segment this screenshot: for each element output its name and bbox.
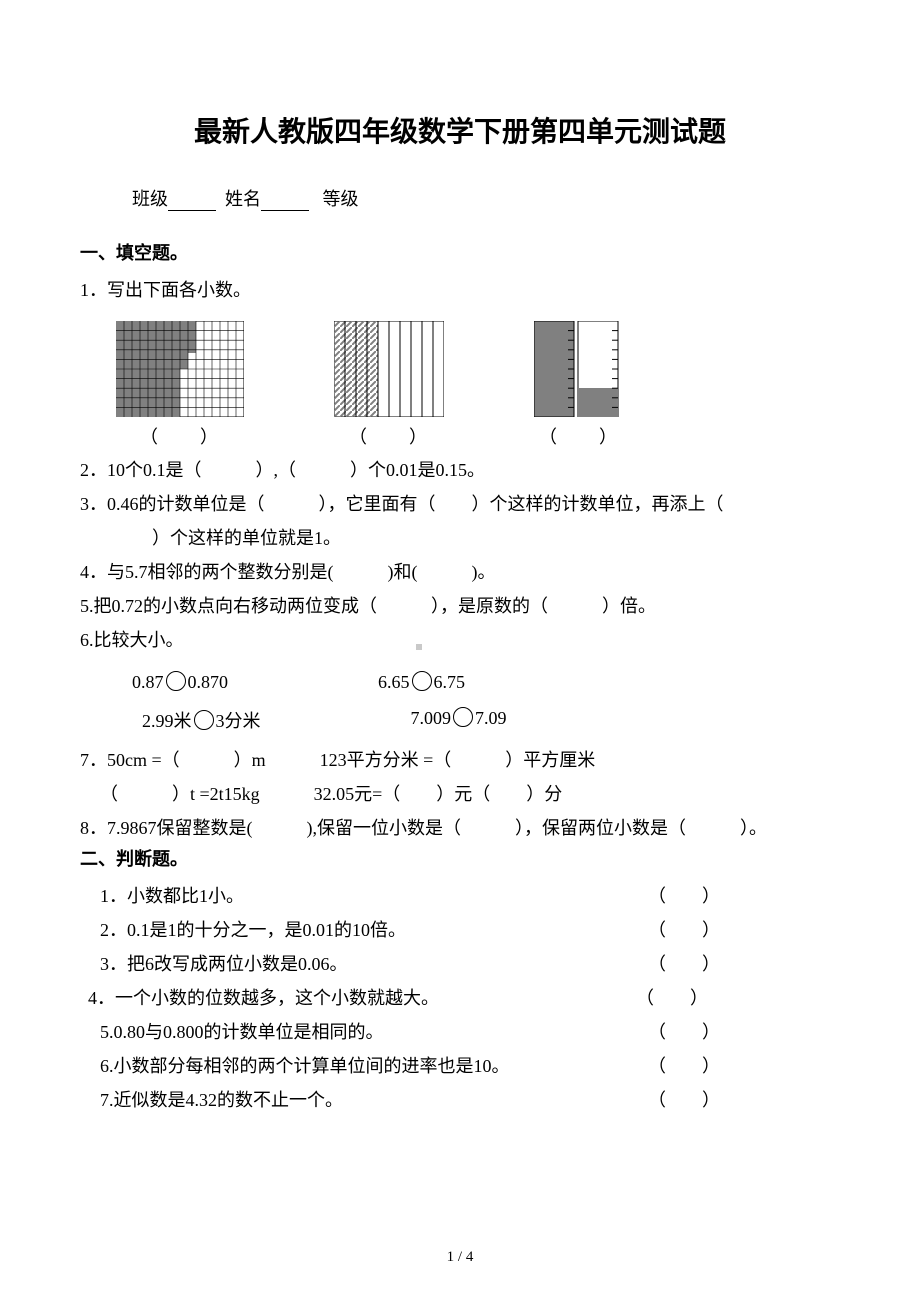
page: 最新人教版四年级数学下册第四单元测试题 班级 姓名 等级 一、填空题。 1．写出…: [0, 0, 920, 1302]
cmp-a: 0.870.870: [132, 671, 228, 693]
q5: 5.把0.72的小数点向右移动两位变成（ ），是原数的（ ）倍。: [80, 589, 840, 623]
judge-item: 6.小数部分每相邻的两个计算单位间的进率也是10。（ ）: [100, 1049, 720, 1083]
judge-item: 2．0.1是1的十分之一，是0.01的10倍。（ ）: [100, 913, 720, 947]
circle-icon[interactable]: [194, 710, 214, 730]
q7-a: 7．50cm =（ ）m 123平方分米 =（ ）平方厘米: [80, 743, 840, 777]
judge-item: 7.近似数是4.32的数不止一个。（ ）: [100, 1083, 720, 1117]
q8: 8．7.9867保留整数是( ),保留一位小数是（ ），保留两位小数是（ ）。: [80, 811, 840, 845]
judge-blank[interactable]: （ ）: [648, 913, 720, 947]
judge-blank[interactable]: （ ）: [636, 981, 708, 1015]
circle-icon[interactable]: [166, 671, 186, 691]
figure-1: （ ）: [116, 321, 244, 449]
compare-row-2: 2.99米3分米 7.0097.09: [142, 707, 840, 733]
compare-row-1: 0.870.870 6.656.75: [132, 671, 840, 693]
name-blank[interactable]: [261, 192, 309, 211]
judge-item: 4．一个小数的位数越多，这个小数就越大。（ ）: [88, 981, 708, 1015]
student-header: 班级 姓名 等级: [132, 185, 840, 211]
judge-blank[interactable]: （ ）: [648, 1015, 720, 1049]
judge-list: 1．小数都比1小。（ ） 2．0.1是1的十分之一，是0.01的10倍。（ ） …: [100, 879, 840, 1117]
q3-a: 3．0.46的计数单位是（ ），它里面有（ ）个这样的计数单位，再添上（: [80, 487, 840, 521]
q3-b: ）个这样的单位就是1。: [116, 521, 840, 555]
cmp-d: 7.0097.09: [411, 707, 507, 733]
judge-blank[interactable]: （ ）: [648, 879, 720, 913]
grid-figure-icon: [116, 321, 244, 417]
figure-3: （ ）: [534, 321, 624, 449]
figures-row: （ ） （ ）: [116, 321, 840, 449]
circle-icon[interactable]: [453, 707, 473, 727]
circle-icon[interactable]: [412, 671, 432, 691]
section2-header: 二、判断题。: [80, 845, 840, 871]
q1-blank-1[interactable]: （ ）: [140, 423, 220, 449]
judge-blank[interactable]: （ ）: [648, 947, 720, 981]
figure-2: （ ）: [334, 321, 444, 449]
class-blank[interactable]: [168, 192, 216, 211]
section1-header: 一、填空题。: [80, 239, 840, 265]
cmp-b: 6.656.75: [378, 671, 465, 693]
q4: 4．与5.7相邻的两个整数分别是( )和( )。: [80, 555, 840, 589]
cmp-c: 2.99米3分米: [142, 707, 261, 733]
q1-blank-2[interactable]: （ ）: [349, 423, 429, 449]
class-label: 班级: [132, 189, 168, 209]
gauge-figure-icon: [534, 321, 624, 417]
judge-item: 5.0.80与0.800的计数单位是相同的。（ ）: [100, 1015, 720, 1049]
page-title: 最新人教版四年级数学下册第四单元测试题: [80, 110, 840, 150]
judge-item: 3．把6改写成两位小数是0.06。（ ）: [100, 947, 720, 981]
grade-label: 等级: [323, 189, 359, 209]
q1-text: 1．写出下面各小数。: [80, 273, 840, 307]
stripe-figure-icon: [334, 321, 444, 417]
artifact-square: [416, 644, 422, 650]
q6: 6.比较大小。: [80, 623, 840, 657]
judge-blank[interactable]: （ ）: [648, 1049, 720, 1083]
judge-item: 1．小数都比1小。（ ）: [100, 879, 720, 913]
q2: 2．10个0.1是（ ）,（ ）个0.01是0.15。: [80, 453, 840, 487]
q1-blank-3[interactable]: （ ）: [539, 423, 619, 449]
judge-blank[interactable]: （ ）: [648, 1083, 720, 1117]
name-label: 姓名: [225, 189, 261, 209]
q7-b: （ ）t =2t15kg 32.05元=（ ）元（ ）分: [100, 777, 840, 811]
page-number: 1 / 4: [0, 1249, 920, 1266]
